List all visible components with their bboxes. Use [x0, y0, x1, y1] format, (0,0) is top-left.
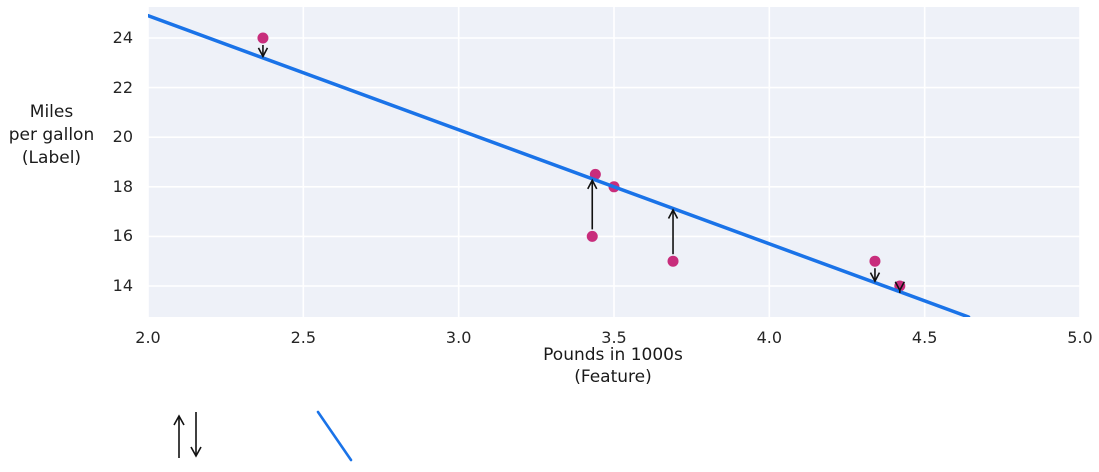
x-tick-label: 2.0 — [135, 328, 161, 347]
down-arrow-icon — [190, 412, 202, 458]
y-axis-label: Miles per gallon (Label) — [0, 101, 103, 170]
x-axis-label-line: Pounds in 1000s — [543, 345, 683, 365]
loss-lines-arrows-icon — [173, 412, 202, 458]
x-tick-label: 3.5 — [601, 328, 627, 347]
y-axis-label-line: per gallon — [8, 125, 95, 145]
x-tick-label: 3.0 — [445, 328, 472, 347]
y-axis-label-line: Miles — [29, 102, 74, 122]
data-point — [586, 230, 598, 242]
y-tick-label: 14 — [112, 276, 133, 295]
x-axis-label: Pounds in 1000s (Feature) — [463, 344, 763, 388]
model-line — [148, 13, 971, 317]
up-arrow-icon — [173, 414, 185, 458]
data-point — [257, 32, 269, 44]
x-tick-label: 5.0 — [1067, 328, 1093, 347]
loss-arrowhead — [894, 281, 906, 292]
legend: Loss lines Model — [0, 403, 1099, 472]
chart-canvas — [148, 7, 1080, 317]
data-point — [667, 255, 679, 267]
y-tick-label: 18 — [112, 176, 133, 196]
loss-arrowhead — [257, 47, 269, 59]
x-tick-label: 4.5 — [911, 328, 938, 347]
y-tick-label: 22 — [112, 77, 133, 97]
loss-arrowhead — [667, 208, 679, 219]
x-axis-label-line: (Feature) — [574, 367, 652, 387]
y-tick-label: 20 — [112, 127, 133, 147]
y-tick-label: 16 — [112, 226, 133, 246]
loss-arrowhead — [869, 272, 881, 283]
model-line-icon — [316, 410, 353, 462]
data-point — [894, 280, 906, 292]
x-tick-label: 2.5 — [290, 328, 317, 347]
plot-area — [148, 7, 1080, 317]
y-tick-label: 24 — [112, 28, 133, 47]
x-tick-label: 4.0 — [756, 328, 783, 347]
y-axis-label-line: (Label) — [21, 148, 82, 168]
loss-arrowhead — [587, 178, 598, 190]
data-point — [869, 255, 881, 267]
